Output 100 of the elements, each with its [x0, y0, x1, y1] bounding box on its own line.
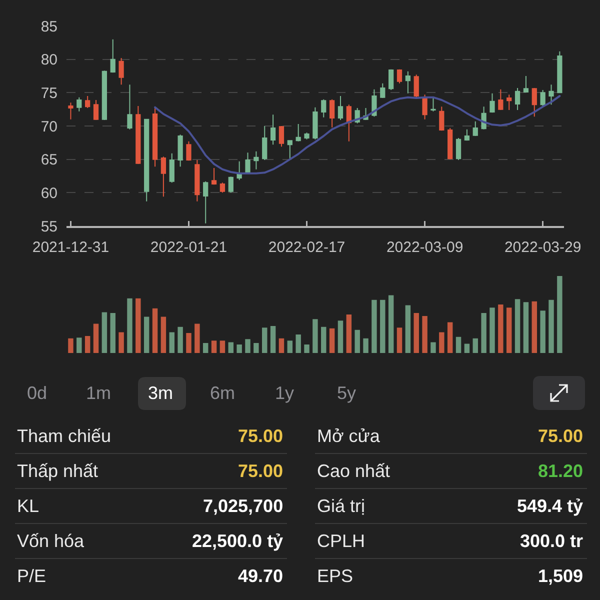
bar: [245, 339, 250, 353]
candlestick: [532, 88, 537, 118]
text: Mở cửa: [317, 426, 381, 446]
candlestick: [136, 106, 141, 164]
candlestick: [439, 106, 444, 132]
candlestick: [278, 126, 284, 148]
candlestick: [557, 50, 562, 94]
bar: [169, 332, 174, 353]
candlestick: [464, 128, 470, 142]
text: Cao nhất: [317, 461, 390, 481]
bar: [321, 326, 326, 353]
candlestick: [287, 140, 292, 160]
bar: [388, 295, 394, 353]
bar: [254, 342, 259, 353]
candlestick: [211, 168, 217, 186]
bar: [405, 305, 411, 353]
bar: [498, 304, 504, 353]
bar: [236, 344, 242, 353]
candlestick: [414, 74, 419, 98]
bar: [102, 312, 108, 353]
bar: [93, 324, 99, 353]
candlestick: [85, 96, 90, 108]
candlestick: [388, 68, 394, 90]
y-tick-label: 55: [40, 218, 58, 236]
bar: [202, 342, 208, 353]
text: Giá trị: [317, 496, 366, 516]
text: 75.00: [538, 426, 584, 446]
text: 300.0 tr: [520, 531, 584, 551]
bar: [84, 336, 90, 353]
y-tick-label: 80: [40, 52, 58, 69]
bar: [472, 338, 478, 353]
candlestick: [144, 118, 150, 202]
candlestick: [194, 160, 200, 202]
candlestick: [245, 152, 250, 174]
text: 1,509: [538, 566, 584, 586]
candlestick: [506, 94, 512, 110]
bar: [464, 344, 470, 353]
candlestick: [304, 132, 310, 140]
bar: [152, 308, 158, 353]
bar: [262, 328, 268, 353]
candlestick: [312, 106, 318, 140]
candlestick: [254, 150, 259, 170]
candlestick: [93, 100, 99, 120]
x-tick-label: 2022-01-21: [150, 239, 228, 256]
text: 1m: [86, 383, 112, 403]
text: 81.20: [538, 461, 584, 481]
bar: [338, 320, 344, 353]
y-tick-label: 70: [40, 118, 58, 136]
candlestick: [118, 58, 124, 86]
bar: [532, 301, 538, 353]
bar: [439, 332, 444, 353]
bar: [287, 340, 293, 353]
bar: [270, 326, 276, 353]
candlestick: [330, 98, 335, 128]
text: 549.4 tỷ: [517, 496, 584, 516]
bar: [68, 338, 74, 353]
candlestick: [127, 84, 132, 130]
text: 6m: [210, 383, 236, 403]
candlestick: [422, 94, 428, 120]
candlestick: [540, 90, 546, 108]
text: KL: [17, 496, 40, 516]
bar: [211, 340, 217, 353]
x-tick-label: 2022-03-09: [386, 239, 464, 256]
candlestick: [448, 128, 453, 160]
x-tick-label: 2022-02-17: [268, 239, 346, 256]
bar: [523, 302, 529, 353]
bar: [76, 338, 82, 353]
bar: [178, 326, 183, 353]
text: 75.00: [238, 426, 284, 446]
text: 1y: [275, 383, 294, 403]
bar: [136, 298, 141, 353]
candlestick: [169, 152, 174, 184]
bar: [430, 342, 436, 353]
bar: [144, 316, 150, 353]
bar: [186, 332, 192, 353]
bar: [514, 299, 520, 353]
bar: [548, 300, 554, 353]
candlestick: [152, 106, 158, 168]
bar: [380, 300, 386, 353]
bar: [118, 332, 124, 353]
bar: [160, 316, 166, 353]
bar: [447, 322, 453, 353]
candlestick: [296, 124, 301, 142]
bar: [346, 314, 352, 353]
bar: [481, 312, 486, 353]
bar: [372, 300, 377, 353]
y-tick-label: 75: [40, 84, 58, 102]
x-tick-label: 2021-12-31: [32, 239, 110, 256]
text: 49.70: [238, 566, 284, 586]
bar: [506, 308, 512, 353]
candlestick: [498, 88, 504, 110]
text: P/E: [17, 566, 46, 586]
candlestick: [396, 68, 402, 84]
text: Thấp nhất: [17, 461, 98, 481]
bar: [329, 328, 335, 353]
text: EPS: [317, 566, 354, 586]
bar: [127, 298, 132, 353]
bar: [422, 316, 428, 353]
candlestick: [270, 114, 276, 146]
candlestick: [220, 182, 226, 194]
